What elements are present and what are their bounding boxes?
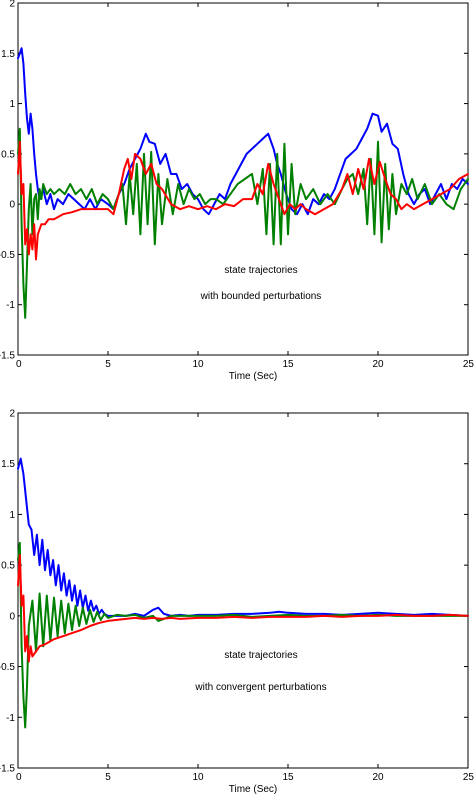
top-y-tick-label: 1 [9, 99, 15, 110]
top-x-tick-label: 10 [192, 359, 204, 370]
top-x-tick-label: 15 [282, 359, 294, 370]
bottom-y-tick-label: -0.5 [0, 662, 15, 673]
bottom-x-tick-label: 20 [372, 772, 384, 783]
bottom-chart-panel: 0 5 10 15 20 25 -1.5 -1 -0.5 0 0.5 1 1.5 2 Time (Sec) s… [0, 409, 474, 795]
bottom-y-tick-label: -1.5 [0, 764, 15, 775]
bottom-annotation-2: with convergent perturbations [194, 682, 326, 693]
bottom-x-tick-label: 15 [282, 772, 294, 783]
bottom-x-tick-label: 5 [105, 772, 111, 783]
bottom-x-tick-label: 25 [463, 772, 474, 783]
bottom-series-red-trajectory [17, 554, 469, 663]
bottom-x-tick-label: 0 [16, 772, 22, 783]
bottom-y-tick-label: -1 [6, 713, 15, 724]
bottom-y-tick-label: 2 [9, 409, 15, 420]
bottom-y-tick-label: 1.5 [1, 459, 15, 470]
top-y-tick-label: 2 [9, 0, 15, 10]
top-x-tick-label: 0 [16, 359, 22, 370]
bottom-axes-frame [17, 412, 469, 769]
top-series-blue-trajectory [17, 47, 469, 216]
bottom-x-axis-label: Time (Sec) [229, 784, 278, 795]
top-y-tick-label: 1.5 [1, 49, 15, 60]
top-y-tick-label: -1.5 [0, 351, 15, 362]
bottom-series-blue-trajectory [17, 457, 469, 617]
top-y-tick-label: -0.5 [0, 250, 15, 261]
top-x-axis-label: Time (Sec) [229, 371, 278, 382]
top-series-red-trajectory [17, 140, 469, 261]
bottom-y-tick-label: 0.5 [1, 561, 15, 572]
top-axes-frame [17, 2, 469, 356]
top-annotation-2: with bounded perturbations [200, 291, 322, 302]
bottom-annotation-1: state trajectories [224, 650, 297, 661]
top-x-tick-label: 5 [105, 359, 111, 370]
top-y-tick-label: 0 [9, 200, 15, 211]
bottom-y-tick-label: 1 [9, 510, 15, 521]
top-x-tick-label: 20 [372, 359, 384, 370]
bottom-series-green-trajectory [17, 541, 469, 729]
top-x-tick-label: 25 [463, 359, 474, 370]
top-y-tick-label: 0.5 [1, 149, 15, 160]
bottom-y-tick-label: 0 [9, 611, 15, 622]
top-y-tick-label: -1 [6, 300, 15, 311]
bottom-x-tick-label: 10 [192, 772, 204, 783]
top-chart-panel: 0 5 10 15 20 25 -1.5 -1 -0.5 0 0.5 1 1.5 2 Time (Sec) s… [0, 0, 474, 382]
top-annotation-1: state trajectories [224, 265, 297, 276]
